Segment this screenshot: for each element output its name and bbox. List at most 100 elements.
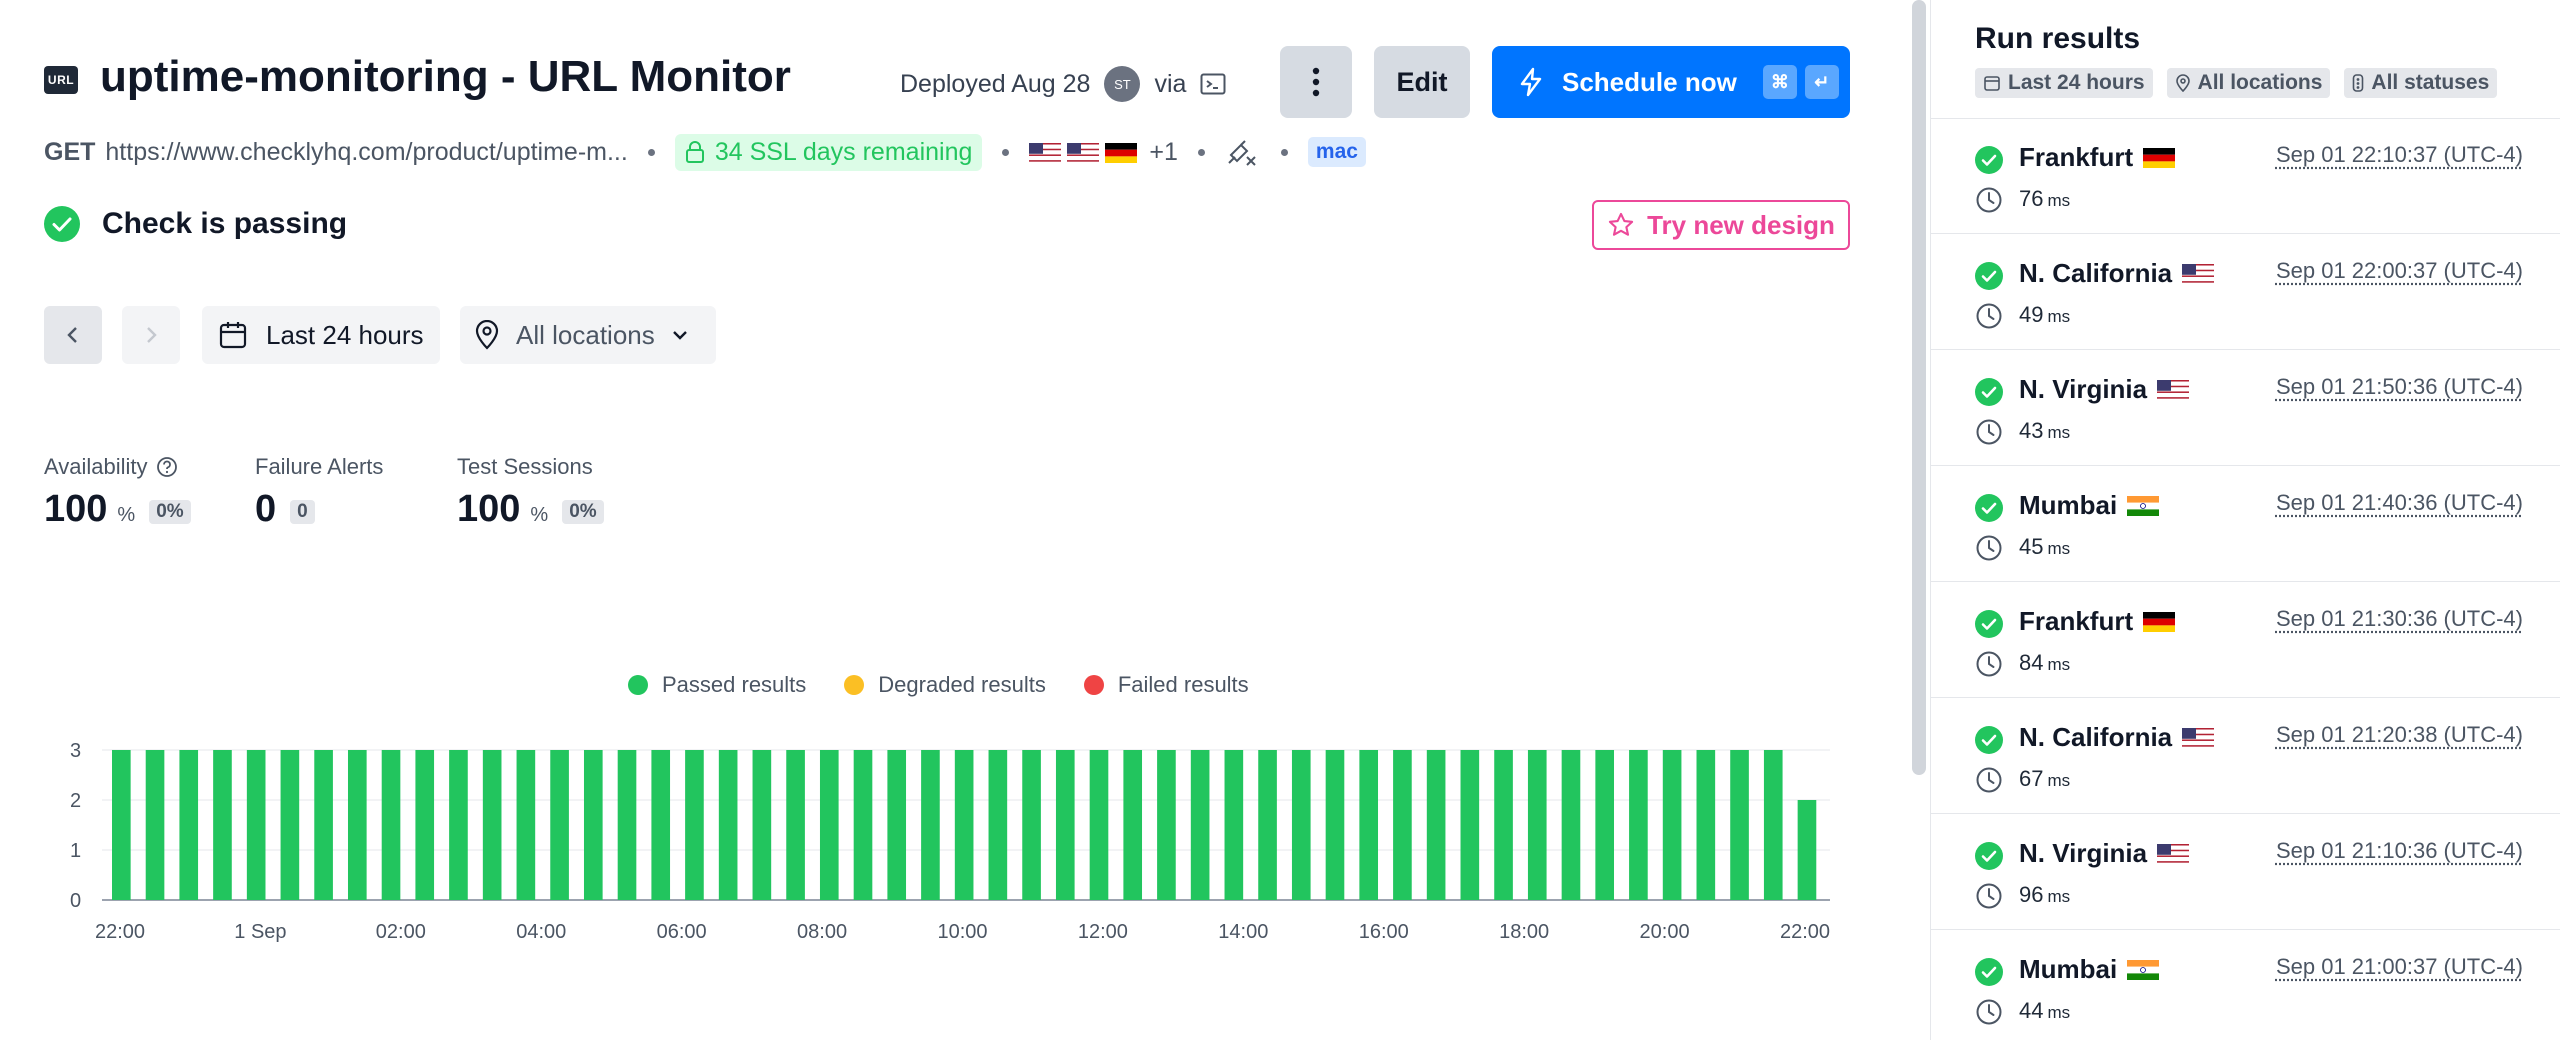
bar-passed[interactable]: [1494, 750, 1513, 900]
bar-passed[interactable]: [1561, 750, 1581, 900]
bar-passed[interactable]: [819, 750, 839, 900]
bar-passed[interactable]: [583, 750, 603, 900]
bar-passed[interactable]: [651, 750, 671, 900]
clock-icon: [1976, 651, 2002, 677]
run-timestamp[interactable]: Sep 01 21:30:36 (UTC-4): [2275, 606, 2523, 631]
bar-passed[interactable]: [1426, 750, 1446, 900]
more-options-button[interactable]: [1280, 46, 1352, 118]
bar-passed[interactable]: [314, 750, 333, 900]
extra-locations-count[interactable]: +1: [1149, 137, 1178, 166]
bar-passed[interactable]: [246, 750, 266, 900]
run-timestamp[interactable]: Sep 01 21:40:36 (UTC-4): [2275, 490, 2523, 515]
previous-period-button[interactable]: [44, 306, 102, 364]
bar-passed[interactable]: [1157, 750, 1176, 900]
stat-label-text: Test Sessions: [457, 454, 593, 479]
run-location-name: N. Virginia: [2019, 374, 2148, 404]
bar-passed[interactable]: [1595, 750, 1615, 900]
bar-passed[interactable]: [516, 750, 536, 900]
check-status: Check is passing: [44, 206, 347, 242]
edit-button[interactable]: Edit: [1374, 46, 1470, 118]
locations-filter[interactable]: All locations: [460, 306, 716, 364]
try-new-design-button[interactable]: Try new design: [1592, 200, 1850, 250]
help-icon[interactable]: [156, 456, 178, 478]
kebab-menu-icon: [1312, 67, 1320, 97]
run-result-item[interactable]: N. California Sep 01 21:20:38 (UTC-4) 67 ms: [1931, 698, 2560, 814]
flag-de-icon: [2143, 147, 2176, 168]
run-timestamp[interactable]: Sep 01 22:00:37 (UTC-4): [2275, 258, 2523, 283]
run-duration-unit: ms: [2047, 887, 2071, 906]
bar-passed[interactable]: [1359, 750, 1379, 900]
bar-passed[interactable]: [1089, 750, 1109, 900]
panel-status-filter[interactable]: All statuses: [2344, 68, 2498, 98]
run-result-item[interactable]: Mumbai Sep 01 21:40:36 (UTC-4) 45 ms: [1931, 466, 2560, 582]
bar-passed[interactable]: [213, 750, 232, 900]
time-range-filter[interactable]: Last 24 hours: [202, 306, 440, 364]
run-timestamp[interactable]: Sep 01 21:50:36 (UTC-4): [2275, 374, 2523, 399]
bar-passed[interactable]: [1629, 750, 1648, 900]
legend-passed[interactable]: Passed results: [628, 672, 806, 698]
bar-passed[interactable]: [347, 750, 367, 900]
run-result-item[interactable]: N. California Sep 01 22:00:37 (UTC-4) 49 ms: [1931, 234, 2560, 350]
bar-passed[interactable]: [954, 750, 974, 900]
panel-time-filter[interactable]: Last 24 hours: [1975, 68, 2153, 98]
bar-passed[interactable]: [752, 750, 772, 900]
bar-passed[interactable]: [988, 750, 1008, 900]
bar-passed[interactable]: [1763, 750, 1783, 900]
bar-passed[interactable]: [179, 750, 199, 900]
legend-degraded[interactable]: Degraded results: [844, 672, 1046, 698]
bar-passed[interactable]: [617, 750, 637, 900]
bar-passed[interactable]: [1224, 750, 1244, 900]
star-icon: [1608, 212, 1634, 236]
run-timestamp[interactable]: Sep 01 21:20:38 (UTC-4): [2275, 722, 2523, 747]
bar-passed[interactable]: [1258, 750, 1277, 900]
bar-passed[interactable]: [786, 750, 805, 900]
bar-passed[interactable]: [1055, 750, 1075, 900]
run-result-item[interactable]: N. Virginia Sep 01 21:10:36 (UTC-4) 96 ms: [1931, 814, 2560, 930]
legend-failed[interactable]: Failed results: [1083, 672, 1249, 698]
bar-passed[interactable]: [145, 750, 165, 900]
schedule-now-button[interactable]: Schedule now ⌘ ↵: [1492, 46, 1850, 118]
run-result-item[interactable]: Mumbai Sep 01 21:00:37 (UTC-4) 44 ms: [1931, 930, 2560, 1040]
bar-passed[interactable]: [550, 750, 569, 900]
bar-passed[interactable]: [1662, 750, 1682, 900]
avatar[interactable]: ST: [1104, 66, 1141, 102]
main-scrollbar[interactable]: [1912, 0, 1926, 775]
flag-us-icon: [2157, 843, 2190, 864]
run-timestamp[interactable]: Sep 01 21:10:36 (UTC-4): [2275, 838, 2523, 863]
bar-passed[interactable]: [921, 750, 940, 900]
enter-key-icon: ↵: [1804, 65, 1839, 99]
bar-passed[interactable]: [1123, 750, 1143, 900]
check-url[interactable]: https://www.checklyhq.com/product/uptime…: [105, 137, 628, 166]
bar-passed[interactable]: [449, 750, 468, 900]
bar-passed[interactable]: [1393, 750, 1412, 900]
bar-passed[interactable]: [685, 750, 704, 900]
bar-passed[interactable]: [415, 750, 435, 900]
bar-passed[interactable]: [1696, 750, 1716, 900]
run-timestamp[interactable]: Sep 01 21:00:37 (UTC-4): [2275, 954, 2523, 979]
bar-passed[interactable]: [1460, 750, 1480, 900]
bar-passed[interactable]: [1527, 750, 1547, 900]
bar-passed[interactable]: [482, 750, 502, 900]
bar-passed[interactable]: [381, 750, 401, 900]
bar-passed[interactable]: [853, 750, 873, 900]
bar-passed[interactable]: [887, 750, 907, 900]
bar-passed[interactable]: [1797, 800, 1817, 900]
ssl-days-text: 34 SSL days remaining: [714, 137, 973, 166]
bar-passed[interactable]: [718, 750, 738, 900]
map-pin-icon: [475, 320, 499, 350]
run-timestamp[interactable]: Sep 01 22:10:37 (UTC-4): [2275, 142, 2523, 167]
bar-passed[interactable]: [1190, 750, 1210, 900]
bar-passed[interactable]: [280, 750, 300, 900]
flag-in-icon: [2127, 495, 2160, 516]
stat-availability: Availability 100 % 0%: [44, 454, 191, 531]
bar-passed[interactable]: [112, 750, 131, 900]
run-result-item[interactable]: N. Virginia Sep 01 21:50:36 (UTC-4) 43 ms: [1931, 350, 2560, 466]
bar-passed[interactable]: [1022, 750, 1041, 900]
panel-location-filter[interactable]: All locations: [2166, 68, 2331, 98]
bar-passed[interactable]: [1291, 750, 1311, 900]
run-result-item[interactable]: Frankfurt Sep 01 21:30:36 (UTC-4) 84 ms: [1931, 582, 2560, 698]
bar-passed[interactable]: [1325, 750, 1345, 900]
bar-passed[interactable]: [1730, 750, 1749, 900]
run-result-item[interactable]: Frankfurt Sep 01 22:10:37 (UTC-4) 76 ms: [1931, 118, 2560, 234]
next-period-button[interactable]: [122, 306, 180, 364]
